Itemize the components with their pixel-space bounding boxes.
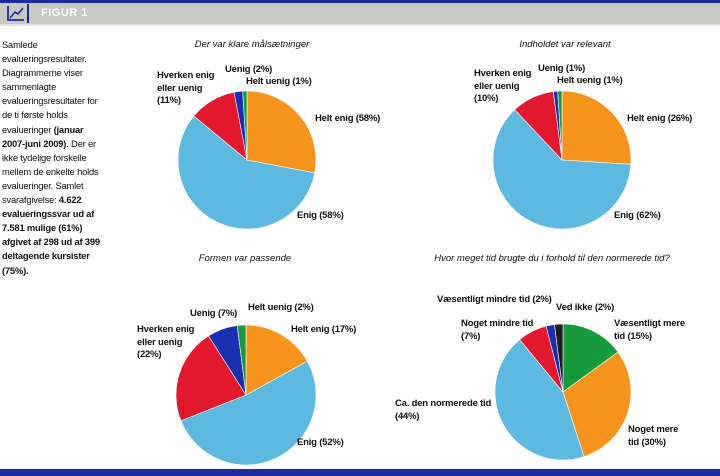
slice-label: Uenig (2%)	[225, 64, 273, 75]
slice-label: Hverken enig eller uenig (10%)	[474, 68, 532, 104]
pie-slice	[175, 335, 247, 422]
slice-label: Helt enig (58%)	[315, 113, 381, 124]
pie-slice	[562, 351, 632, 458]
pie-slice	[177, 115, 316, 230]
line-chart-icon	[5, 4, 29, 23]
figure-header: FIGUR 1	[0, 3, 720, 26]
chart-title: Der var klare målsætninger	[194, 39, 310, 50]
slice-label: Væsentligt mindre tid (2%)	[437, 294, 552, 305]
slice-label: Ca. den normerede tid (44%)	[395, 398, 492, 422]
pie-slice	[492, 109, 632, 230]
slice-label: Helt uenig (1%)	[246, 76, 312, 87]
pie-slice	[242, 90, 248, 161]
pie-slice	[554, 323, 564, 393]
bottom-rule	[0, 469, 720, 476]
pie-slice	[180, 360, 317, 466]
pie-slice	[561, 90, 632, 165]
caption-text: Samlede evalueringsresultater. Diagramme…	[2, 39, 98, 135]
slice-label: Enig (52%)	[297, 437, 344, 448]
slice-label: Enig (58%)	[297, 210, 344, 221]
slice-label: Ved ikke (2%)	[556, 302, 615, 313]
pie-slice	[557, 90, 563, 161]
pie-slice	[245, 324, 308, 396]
slice-label: Uenig (1%)	[538, 63, 586, 74]
slice-label: Hverken enig eller uenig (11%)	[157, 70, 215, 106]
figure-title: FIGUR 1	[41, 7, 88, 19]
chart-title: Indholdet var relevant	[519, 39, 611, 50]
slice-label: Væsentligt mere tid (15%)	[614, 318, 685, 342]
pie-slice	[494, 339, 585, 461]
slice-label: Enig (62%)	[614, 210, 661, 221]
slice-label: Helt enig (17%)	[291, 324, 357, 335]
slice-label: Uenig (7%)	[190, 308, 238, 319]
pie-slice	[246, 90, 317, 174]
caption-period: (januar 2007-juni 2009)	[2, 123, 84, 149]
chart-title: Formen var passende	[198, 253, 292, 264]
caption-text-2: . Der er ikke tydelige forskelle mellem …	[2, 137, 99, 206]
slice-label: Helt uenig (1%)	[557, 75, 623, 86]
slice-label: Noget mindre tid (7%)	[461, 318, 534, 342]
figure-caption: Samlede evalueringsresultater. Diagramme…	[2, 38, 102, 278]
pie-slice	[562, 323, 619, 393]
caption-response: 4.622 evalueringssvar ud af 7.581 mulige…	[2, 194, 100, 276]
top-rule	[0, 0, 720, 3]
slice-label: Noget mere tid (30%)	[628, 424, 679, 448]
pie-slice	[236, 324, 247, 396]
slice-label: Hverken enig eller uenig (22%)	[137, 324, 195, 360]
slice-label: Helt uenig (2%)	[248, 302, 314, 313]
chart-title: Hvor meget tid brugte du i forhold til d…	[434, 253, 670, 264]
slice-label: Helt enig (26%)	[627, 113, 693, 124]
